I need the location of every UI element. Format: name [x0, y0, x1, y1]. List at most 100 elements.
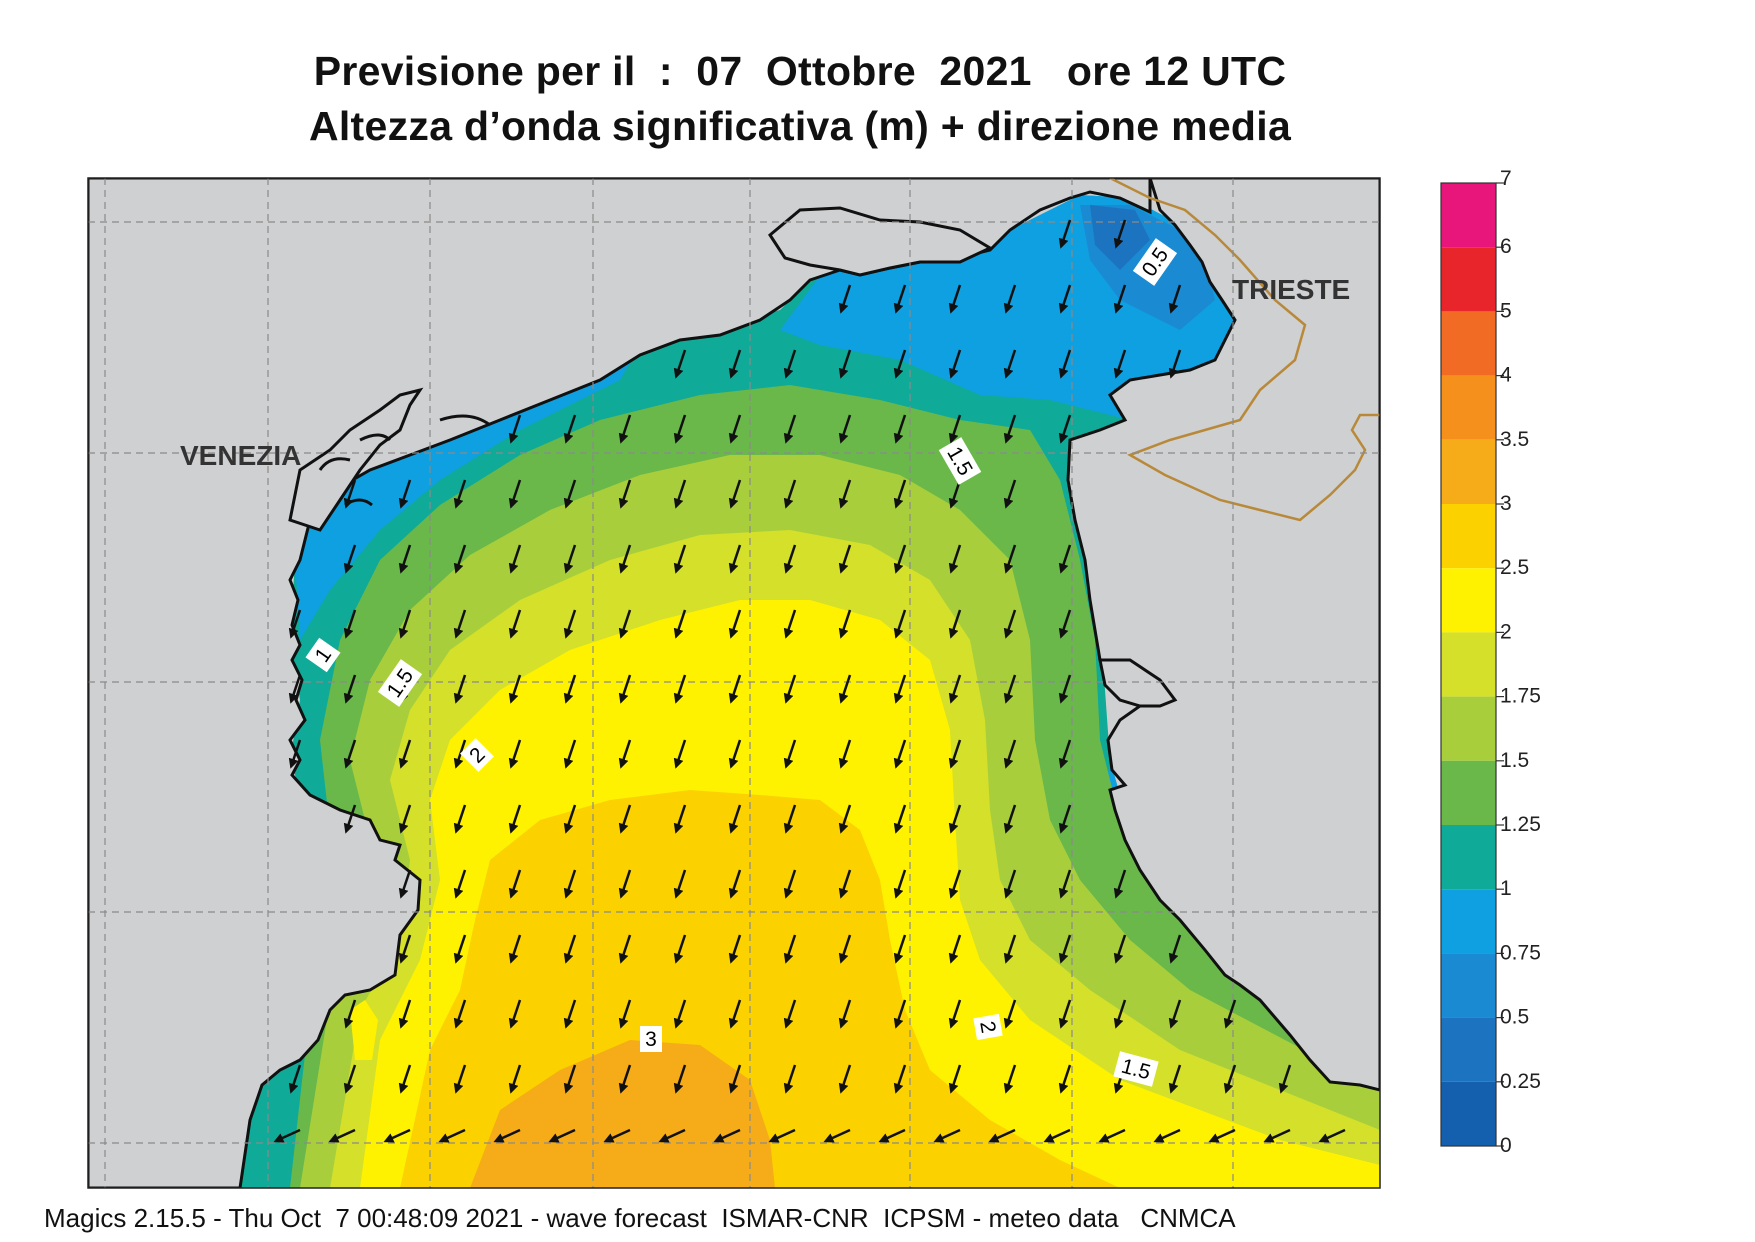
wave-direction-arrow: [893, 479, 907, 509]
wave-direction-arrow: [673, 804, 687, 834]
legend-swatch: [1441, 375, 1496, 440]
legend-swatch: [1441, 311, 1496, 376]
wave-direction-arrow: [948, 349, 962, 379]
wave-direction-arrow: [948, 414, 962, 444]
wave-direction-arrow: [838, 479, 852, 509]
legend-tick-label: 1.5: [1500, 749, 1529, 772]
wave-direction-arrow: [1003, 999, 1017, 1029]
legend-tick-label: 0.25: [1500, 1070, 1541, 1093]
lagoon-islands: [288, 387, 424, 532]
wave-direction-arrow: [783, 934, 797, 964]
wave-direction-arrow: [398, 1064, 412, 1094]
wave-direction-arrow: [728, 739, 742, 769]
legend-swatch: [1441, 953, 1496, 1018]
wave-direction-arrow: [948, 804, 962, 834]
title-line-1: Previsione per il : 07 Ottobre 2021 ore …: [313, 48, 1287, 94]
wave-direction-arrow: [563, 544, 577, 574]
wave-direction-arrow: [508, 544, 522, 574]
wave-direction-arrow: [948, 609, 962, 639]
graticule: [88, 178, 1380, 1188]
wave-direction-arrow: [1058, 414, 1072, 444]
wave-direction-arrow: [398, 869, 412, 899]
legend-tick-label: 6: [1500, 235, 1512, 258]
wave-direction-arrow: [453, 1064, 467, 1094]
legend-swatch: [1441, 760, 1496, 825]
wave-direction-arrow: [838, 609, 852, 639]
wave-direction-arrow: [343, 544, 357, 574]
wave-direction-arrow: [838, 674, 852, 704]
wave-direction-arrow: [343, 1064, 357, 1094]
wave-direction-arrow: [783, 414, 797, 444]
wave-direction-arrow: [288, 674, 302, 704]
wave-direction-arrow: [838, 869, 852, 899]
wave-direction-arrow: [563, 1064, 577, 1094]
wave-direction-arrow: [893, 284, 907, 314]
wave-direction-arrow: [618, 934, 632, 964]
wave-direction-arrow: [1003, 869, 1017, 899]
wave-direction-arrow: [453, 674, 467, 704]
wave-direction-arrow: [563, 934, 577, 964]
wave-direction-arrow: [783, 544, 797, 574]
wave-direction-arrow: [383, 1128, 411, 1143]
wave-direction-arrow: [1003, 349, 1017, 379]
wave-direction-arrow: [1113, 869, 1127, 899]
contour-label: 2: [975, 1019, 1000, 1035]
wave-direction-arrow: [728, 934, 742, 964]
wave-direction-arrow: [838, 934, 852, 964]
wave-direction-arrow: [508, 934, 522, 964]
legend-swatch: [1441, 247, 1496, 312]
legend-tick-label: 3: [1500, 492, 1512, 515]
wave-direction-arrow: [453, 869, 467, 899]
wave-direction-arrow: [728, 1064, 742, 1094]
legend-swatch: [1441, 889, 1496, 954]
wave-direction-arrow: [438, 1128, 466, 1143]
wave-direction-arrow: [823, 1128, 851, 1143]
wave-direction-arrow: [783, 479, 797, 509]
legend-tick-label: 1.25: [1500, 813, 1541, 836]
wave-direction-arrow: [728, 804, 742, 834]
legend-swatch: [1441, 183, 1496, 248]
legend-tick-label: 7: [1500, 167, 1512, 190]
wave-direction-arrow: [1058, 934, 1072, 964]
wave-direction-arrow: [453, 609, 467, 639]
wave-direction-arrow: [878, 1128, 906, 1143]
wave-direction-arrow: [1058, 544, 1072, 574]
wave-direction-arrow: [783, 349, 797, 379]
wave-direction-arrow: [508, 479, 522, 509]
wave-direction-arrow: [508, 869, 522, 899]
wave-direction-arrow: [893, 349, 907, 379]
legend-swatch: [1441, 439, 1496, 504]
wave-direction-arrow: [618, 869, 632, 899]
wave-direction-arrow: [343, 739, 357, 769]
wave-direction-arrow: [948, 999, 962, 1029]
wave-direction-arrow: [1278, 1064, 1292, 1094]
wave-direction-arrow: [838, 284, 852, 314]
wave-direction-arrow: [1058, 219, 1072, 249]
map-frame: [87, 177, 1381, 1189]
wave-direction-arrow: [1058, 674, 1072, 704]
wave-direction-arrow: [1003, 804, 1017, 834]
wave-direction-arrow: [1058, 609, 1072, 639]
direction-arrows: [273, 219, 1346, 1143]
wave-direction-arrow: [398, 999, 412, 1029]
wave-direction-arrow: [673, 1064, 687, 1094]
legend-swatch: [1441, 1081, 1496, 1146]
wave-direction-arrow: [453, 804, 467, 834]
wave-direction-arrow: [893, 544, 907, 574]
wave-direction-arrow: [1058, 804, 1072, 834]
wave-direction-arrow: [398, 934, 412, 964]
legend-tick-label: 3.5: [1500, 428, 1529, 451]
wave-direction-arrow: [618, 999, 632, 1029]
wave-direction-arrow: [453, 544, 467, 574]
wave-direction-arrow: [508, 414, 522, 444]
wave-direction-arrow: [768, 1128, 796, 1143]
wave-direction-arrow: [508, 1064, 522, 1094]
legend-frame: [1440, 182, 1497, 1147]
wave-direction-arrow: [618, 609, 632, 639]
wave-direction-arrow: [618, 739, 632, 769]
wave-direction-arrow: [728, 609, 742, 639]
legend-swatch: [1441, 825, 1496, 890]
legend-swatch: [1441, 1017, 1496, 1082]
wave-direction-arrow: [893, 804, 907, 834]
